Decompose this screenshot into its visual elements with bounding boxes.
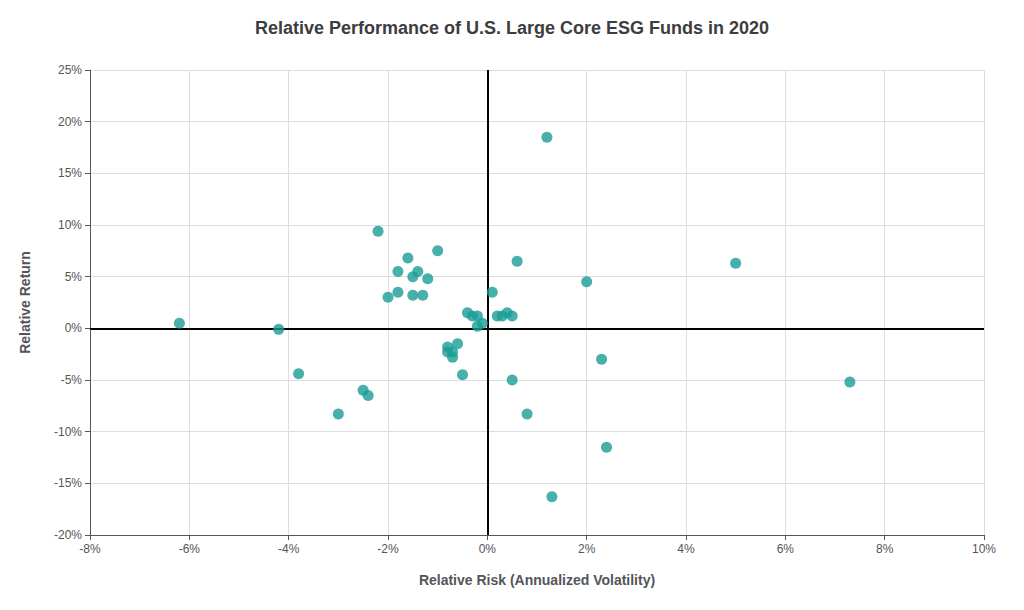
svg-text:25%: 25% [58,63,82,77]
svg-text:Relative Risk (Annualized Vola: Relative Risk (Annualized Volatility) [419,572,655,588]
svg-text:-15%: -15% [54,476,82,490]
svg-text:15%: 15% [58,166,82,180]
svg-text:-10%: -10% [54,425,82,439]
svg-text:-20%: -20% [54,528,82,542]
svg-text:Relative Return: Relative Return [17,251,33,354]
svg-text:4%: 4% [677,542,695,556]
svg-text:-4%: -4% [278,542,300,556]
svg-text:0%: 0% [65,321,83,335]
svg-text:-6%: -6% [179,542,201,556]
svg-text:2%: 2% [578,542,596,556]
svg-text:-2%: -2% [377,542,399,556]
svg-text:5%: 5% [65,270,83,284]
svg-text:10%: 10% [972,542,996,556]
svg-text:8%: 8% [876,542,894,556]
svg-text:6%: 6% [777,542,795,556]
svg-text:-8%: -8% [79,542,101,556]
svg-text:10%: 10% [58,218,82,232]
svg-text:-5%: -5% [61,373,83,387]
svg-text:Relative Performance of U.S. L: Relative Performance of U.S. Large Core … [255,18,769,38]
svg-text:20%: 20% [58,115,82,129]
svg-text:0%: 0% [479,542,497,556]
